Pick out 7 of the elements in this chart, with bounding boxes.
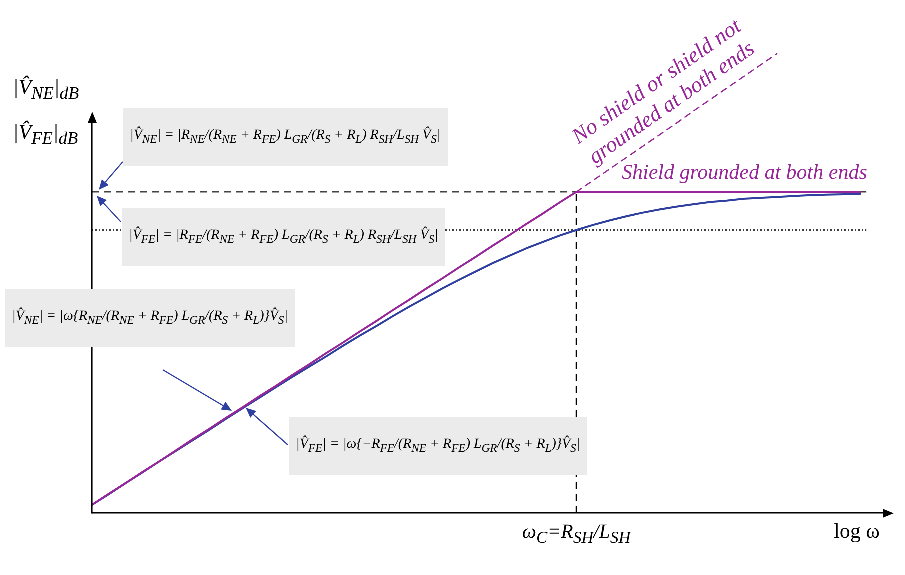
formula-box: |V̂$_{FE}$| = |R$_{FE}$/(R$_{NE}$ + R$_{FE}$) L$_{GR}$/(R$_{S}$ + R$_{L}$) R$_{SH}$/L$_{SH}$ V̂$_{S}$| [122, 208, 446, 266]
formula-box: |V̂$_{NE}$| = |ω{R$_{NE}$/(R$_{NE}$ + R$_{FE}$) L$_{GR}$/(R$_{S}$ + R$_{L}$)}V̂$_{S}$| [5, 289, 296, 347]
x-axis-title: log ω [834, 519, 880, 544]
formula-box: |V̂$_{FE}$| = |ω{−R$_{FE}$/(R$_{NE}$ + R$_{FE}$) L$_{GR}$/(R$_{S}$ + R$_{L}$)}V̂$_{S}$| [289, 417, 588, 475]
formula-box: |V̂$_{NE}$| = |R$_{NE}$/(R$_{NE}$ + R$_{FE}$) L$_{GR}$/(R$_{S}$ + R$_{L}$) R$_{SH}$/L$_{SH}$ V̂$_{S}$| [123, 108, 448, 166]
text: ω$_{C}$=R$_{SH}$/L$_{SH}$ [522, 521, 631, 548]
text: |V̂$_{NE}$|$_{dB}$ |V̂$_{FE}$|$_{dB}$ [13, 75, 80, 148]
